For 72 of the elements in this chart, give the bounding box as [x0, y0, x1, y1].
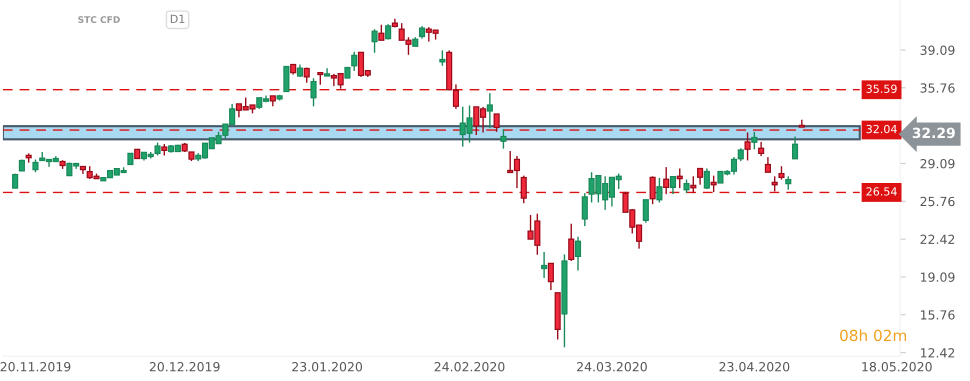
candlestick	[12, 172, 18, 189]
candlestick	[304, 66, 310, 84]
candlestick	[500, 128, 506, 150]
y-tick-label: 22.42	[920, 234, 954, 244]
candlestick	[134, 148, 140, 160]
candlestick	[676, 168, 683, 189]
x-tick-label: 18.05.2020	[862, 362, 932, 372]
candlestick	[161, 143, 168, 156]
candlestick	[486, 92, 493, 129]
candlestick	[317, 72, 324, 86]
candlestick	[310, 78, 317, 107]
candlestick	[710, 174, 717, 193]
candlestick	[296, 64, 304, 78]
candlestick	[744, 132, 751, 162]
candlestick	[127, 152, 134, 166]
x-tick-label: 24.02.2020	[434, 362, 504, 372]
candlestick	[439, 50, 446, 66]
candlestick	[385, 23, 392, 40]
y-tick-label: 39.09	[920, 46, 955, 55]
candlestick	[18, 158, 25, 172]
y-tick-label: 29.09	[920, 158, 955, 168]
candlestick	[412, 36, 418, 47]
x-tick-label: 24.03.2020	[577, 362, 647, 372]
annotation: D1	[170, 14, 184, 23]
candlestick	[785, 176, 792, 190]
candlestick	[650, 176, 656, 205]
y-tick-label: 12.42	[920, 348, 954, 358]
candlestick	[690, 176, 696, 194]
y-tick-label: 19.09	[920, 272, 955, 282]
candlestick	[792, 136, 798, 160]
candlestick	[154, 142, 161, 156]
y-tick-label: 25.76	[920, 196, 955, 206]
y-tick-label: 15.76	[920, 310, 955, 320]
candlestick	[290, 64, 296, 76]
x-tick-label: 23.04.2020	[719, 362, 790, 372]
x-tick-label: 23.01.2020	[292, 362, 362, 372]
ref-line-label: 35.59	[866, 84, 897, 93]
candlestick	[704, 168, 710, 190]
candlestick	[371, 28, 378, 54]
x-tick-label: 20.11.2019	[0, 362, 70, 372]
candlestick	[32, 158, 39, 173]
candlestick	[494, 113, 500, 133]
candlestick	[520, 174, 527, 204]
ref-line-label: 26.54	[866, 187, 897, 196]
candlestick	[663, 166, 670, 195]
candlestick	[568, 223, 574, 262]
candlestick	[697, 168, 704, 186]
annotation: 08h 02m	[840, 329, 906, 342]
candlestick	[758, 141, 764, 157]
ref-line-label: 32.04	[866, 124, 897, 134]
y-tick-label: 35.76	[920, 83, 955, 93]
text: 32.29	[912, 128, 955, 138]
candlestick	[772, 176, 778, 192]
x-tick-label: 20.12.2019	[150, 362, 220, 372]
candlestick	[418, 25, 426, 40]
text: STC CFD	[78, 16, 120, 23]
candlestick	[642, 199, 649, 224]
candlestick	[656, 177, 662, 204]
candlestick	[541, 251, 548, 279]
candlestick	[548, 262, 554, 291]
candlestick	[778, 166, 785, 180]
candlestick	[182, 142, 188, 153]
candlestick	[764, 156, 771, 173]
candlestick	[683, 178, 690, 194]
candlestick	[378, 24, 384, 41]
candlestick	[751, 131, 758, 150]
candlestick	[26, 152, 32, 164]
candlestick	[270, 95, 276, 107]
candlestick	[670, 176, 676, 195]
candlestick	[351, 51, 358, 72]
candlestick	[582, 192, 588, 227]
candlestick	[574, 236, 582, 272]
